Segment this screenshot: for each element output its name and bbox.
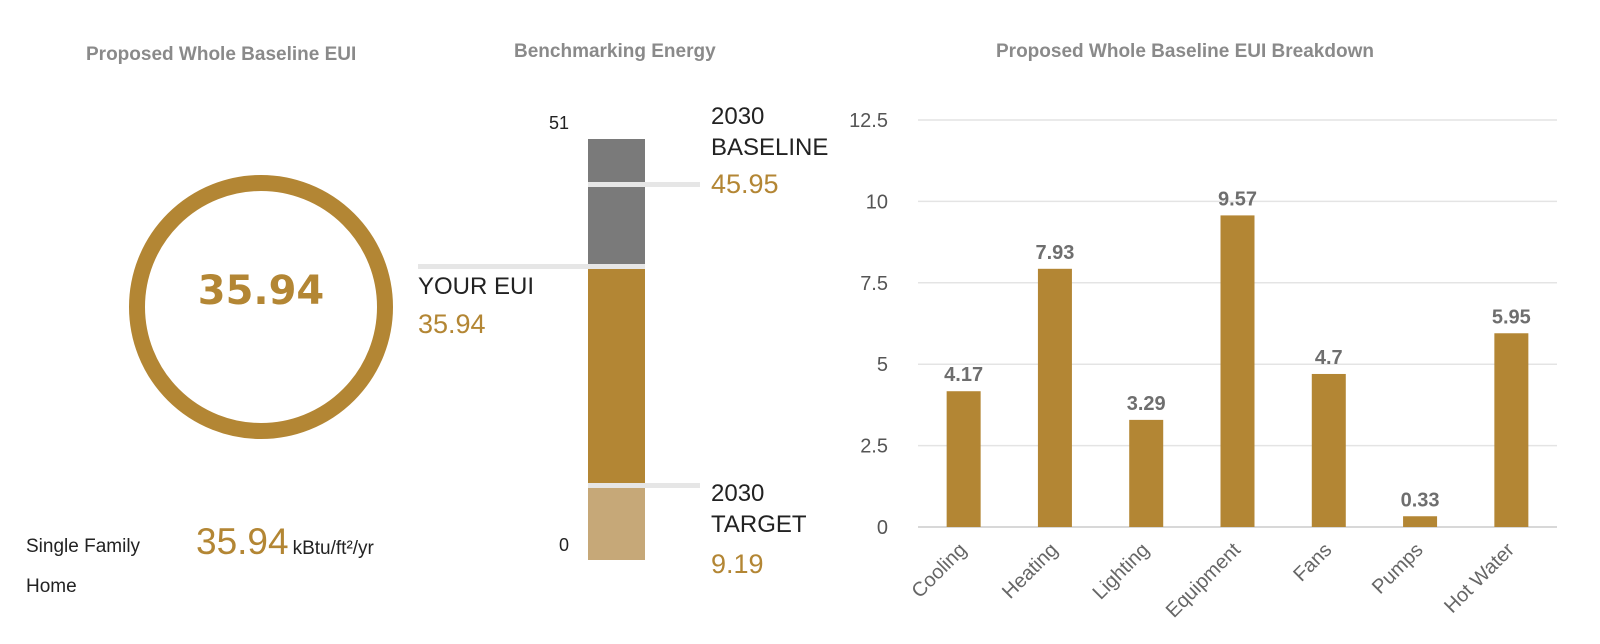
data-label: 4.17 (944, 364, 983, 386)
data-label: 9.57 (1218, 188, 1257, 210)
eui-segment (588, 267, 645, 486)
building-type-label: Single Family Home (26, 536, 141, 597)
x-tick-label: Lighting (1089, 539, 1154, 604)
x-tick-label: Hot Water (1440, 539, 1519, 618)
scale-min-label: 0 (559, 535, 570, 555)
target-label-line2: TARGET (711, 511, 807, 538)
eui-summary-unit: kBtu/ft²/yr (292, 538, 374, 559)
y-tick-label: 7.5 (860, 273, 888, 295)
y-tick-label: 10 (866, 191, 888, 213)
x-tick-label: Heating (998, 539, 1062, 603)
y-tick-label: 2.5 (860, 436, 888, 458)
target-label-line1: 2030 (711, 480, 765, 507)
target-value: 9.19 (711, 549, 764, 579)
target-label: 2030 TARGET (711, 478, 807, 540)
bar (1220, 215, 1255, 527)
y-tick-label: 12.5 (849, 110, 888, 132)
x-tick-label: Equipment (1162, 539, 1245, 622)
benchmark-panel-title: Benchmarking Energy (514, 41, 716, 62)
x-tick-label: Pumps (1368, 539, 1428, 599)
bar (1129, 419, 1164, 527)
bar (1311, 373, 1346, 527)
eui-panel-title: Proposed Whole Baseline EUI (86, 44, 357, 65)
bar (946, 391, 981, 527)
bar (1403, 516, 1438, 527)
baseline-label-line2: BASELINE (711, 134, 829, 161)
target-segment (588, 486, 645, 560)
ring-icon (129, 175, 393, 439)
data-label: 0.33 (1401, 489, 1440, 511)
data-label: 7.93 (1035, 242, 1074, 264)
x-tick-label: Cooling (908, 539, 972, 603)
baseline-value: 45.95 (711, 169, 779, 199)
data-label: 5.95 (1492, 306, 1531, 328)
breakdown-panel-title: Proposed Whole Baseline EUI Breakdown (996, 41, 1374, 62)
data-label: 4.7 (1315, 347, 1343, 369)
baseline-label-line1: 2030 (711, 103, 765, 130)
bar (1037, 268, 1072, 527)
target-marker-line (588, 483, 700, 488)
your-eui-value: 35.94 (418, 309, 486, 339)
scale-max-label: 51 (549, 113, 570, 133)
eui-summary-value: 35.94 (196, 521, 289, 562)
baseline-segment (588, 139, 645, 267)
y-tick-label: 5 (877, 354, 888, 376)
eui-marker-line (418, 264, 645, 269)
bar (1494, 333, 1529, 527)
eui-summary: 35.94 kBtu/ft²/yr (196, 521, 374, 563)
data-label: 3.29 (1127, 393, 1166, 415)
baseline-marker-line (588, 182, 700, 187)
y-tick-label: 0 (877, 517, 888, 539)
baseline-label: 2030 BASELINE (711, 101, 828, 163)
eui-ring: 35.94 (128, 174, 394, 440)
x-tick-label: Fans (1289, 539, 1336, 586)
your-eui-label: YOUR EUI (418, 273, 535, 300)
ring-value: 35.94 (197, 268, 325, 314)
